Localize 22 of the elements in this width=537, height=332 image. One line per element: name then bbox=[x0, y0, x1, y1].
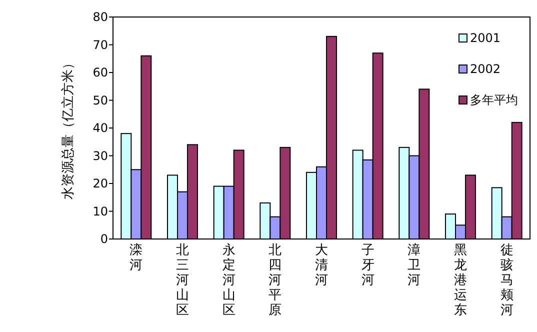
x-tick-label: 永定河山区 bbox=[222, 242, 236, 318]
x-tick-label: 子牙河 bbox=[361, 243, 374, 288]
x-tick-label: 黑龙港运东 bbox=[454, 243, 467, 318]
y-tick-label: 40 bbox=[92, 121, 108, 135]
x-tick-label: 漳卫河 bbox=[408, 243, 421, 288]
y-tick-label: 50 bbox=[92, 93, 108, 108]
legend-label: 多年平均 bbox=[470, 93, 518, 107]
legend-label: 2001 bbox=[470, 31, 501, 45]
y-tick-label: 80 bbox=[92, 10, 108, 24]
y-tick-label: 10 bbox=[92, 204, 108, 218]
y-tick-label: 20 bbox=[92, 176, 108, 190]
y-axis-title: 水资源总量（亿立方米） bbox=[60, 56, 76, 200]
x-tick-label: 大清河 bbox=[315, 243, 328, 288]
legend-label: 2002 bbox=[470, 62, 501, 76]
y-tick-label: 70 bbox=[92, 38, 108, 52]
x-tick-label: 北四河平原 bbox=[268, 243, 282, 318]
x-tick-label: 北三河山区 bbox=[176, 243, 189, 318]
y-tick-label: 0 bbox=[100, 232, 108, 246]
x-tick-label: 徒骇马颊河 bbox=[500, 243, 514, 318]
y-tick-label: 60 bbox=[92, 66, 108, 80]
y-tick-label: 30 bbox=[92, 148, 108, 163]
x-tick-label: 滦河 bbox=[130, 243, 143, 273]
